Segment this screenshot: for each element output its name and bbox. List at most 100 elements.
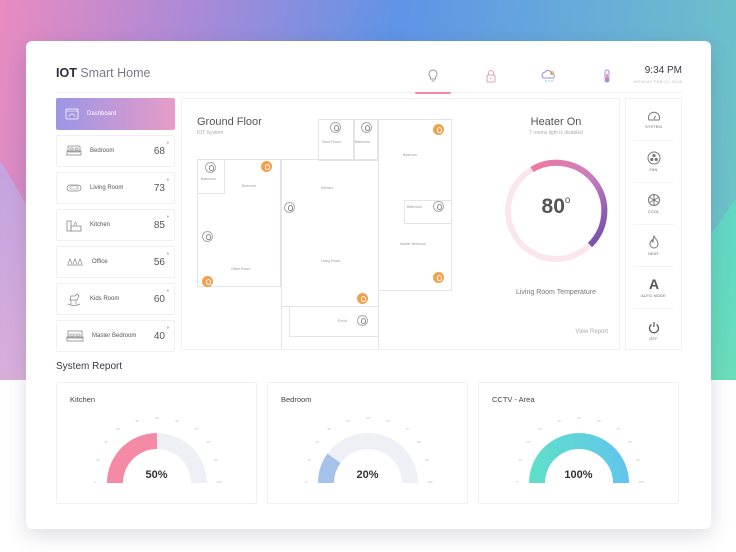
tab-weather[interactable] <box>520 59 578 93</box>
svg-text:90: 90 <box>214 458 218 462</box>
snowflake-icon <box>647 194 660 206</box>
gauge-bedroom: 0 10 20 30 40 50 60 70 80 90 100 <box>305 416 433 484</box>
thermometer-icon <box>604 69 610 83</box>
room-temperature: 85 ° <box>153 215 169 231</box>
gauge-card-cctv[interactable]: CCTV - Area 0 10 20 30 40 50 60 70 80 90 100 100% <box>478 382 679 504</box>
room-temperature: 40 ° <box>153 326 169 342</box>
gauge-card-kitchen[interactable]: Kitchen 0 10 20 30 40 50 60 70 80 90 100 50% <box>56 382 257 504</box>
light-bathroom[interactable] <box>205 162 216 173</box>
svg-text:30: 30 <box>116 427 120 431</box>
system-report-title: System Report <box>56 361 123 372</box>
bed-icon <box>66 145 82 156</box>
mode-auto[interactable]: A AUTO MODE <box>633 267 674 309</box>
svg-text:50: 50 <box>155 416 159 420</box>
light-office-hall[interactable] <box>202 231 213 242</box>
auto-mode-icon: A <box>648 277 658 291</box>
kitchen-icon <box>66 220 82 232</box>
svg-text:40: 40 <box>135 419 139 423</box>
floor-subtitle: IOT System <box>197 130 224 136</box>
svg-text:90: 90 <box>425 458 429 462</box>
view-report-link[interactable]: View Report <box>575 329 608 335</box>
sidebar-item-kitchen[interactable]: Kitchen 85 ° <box>56 209 175 241</box>
svg-text:10: 10 <box>307 458 311 462</box>
tab-lights[interactable] <box>404 59 462 94</box>
mode-off[interactable]: OFF <box>633 309 674 351</box>
svg-text:20: 20 <box>315 440 319 444</box>
dial-caption: Living Room Temperature <box>515 289 597 296</box>
clock-time: 9:34 PM <box>644 65 682 76</box>
floor-plan: Bathroom Bedroom Store Room Bathroom Bed… <box>197 119 452 349</box>
svg-text:100: 100 <box>638 480 643 484</box>
svg-text:80: 80 <box>628 440 632 444</box>
light-store-room[interactable] <box>330 122 341 133</box>
sidebar-item-dashboard[interactable]: Dashboard <box>56 98 175 130</box>
mode-system[interactable]: SYSTEM <box>633 99 674 141</box>
dashboard-icon <box>65 108 79 120</box>
gauge-percent: 20% <box>356 469 379 481</box>
svg-text:40: 40 <box>557 419 561 423</box>
light-kitchen[interactable] <box>284 202 295 213</box>
mode-fan[interactable]: FAN <box>633 141 674 183</box>
light-porch[interactable] <box>357 315 368 326</box>
tab-temperature[interactable] <box>578 59 636 93</box>
flame-icon <box>648 235 659 249</box>
sidebar-item-living-room[interactable]: Living Room 73 ° <box>56 172 175 204</box>
floor-panel: Ground Floor IOT System Bathroom Bedroom… <box>181 98 620 350</box>
room-temperature: 60 ° <box>153 289 169 305</box>
light-office-room[interactable] <box>202 276 213 287</box>
clock: 9:34 PM MONDAY FEB 12, 2018 <box>634 65 682 84</box>
mode-cool[interactable]: COOL <box>633 183 674 225</box>
top-tabs <box>404 59 636 94</box>
lightbulb-icon <box>428 69 438 82</box>
light-bedroom-2[interactable] <box>433 124 444 135</box>
svg-text:70: 70 <box>405 427 409 431</box>
svg-text:0: 0 <box>305 480 307 484</box>
light-living-room[interactable] <box>357 293 368 304</box>
svg-text:60: 60 <box>175 419 179 423</box>
light-bathroom-3[interactable] <box>433 201 444 212</box>
temperature-value: 80o <box>541 195 571 218</box>
gauge-card-bedroom[interactable]: Bedroom 0 10 20 30 40 50 60 70 80 90 100 20% <box>267 382 468 504</box>
light-bathroom-2[interactable] <box>361 122 372 133</box>
office-icon <box>67 258 83 266</box>
svg-text:0: 0 <box>516 480 518 484</box>
svg-text:20: 20 <box>104 440 108 444</box>
svg-text:100: 100 <box>427 480 432 484</box>
temperature-dial[interactable]: 80o <box>492 157 620 267</box>
svg-text:0: 0 <box>94 480 96 484</box>
speedometer-icon <box>647 111 660 121</box>
room-sidebar: Dashboard Bedroom 68 ° Living Room 73 ° Ki… <box>56 98 175 357</box>
weather-icon <box>541 70 555 82</box>
svg-text:20: 20 <box>526 440 530 444</box>
svg-text:90: 90 <box>636 458 640 462</box>
app-title: IOT Smart Home <box>56 66 151 80</box>
gauge-cctv: 0 10 20 30 40 50 60 70 80 90 100 <box>516 416 644 484</box>
svg-text:60: 60 <box>386 419 390 423</box>
gauge-kitchen: 0 10 20 30 40 50 60 70 80 90 100 <box>94 416 222 484</box>
fan-icon <box>647 151 660 165</box>
master-bed-icon <box>66 330 84 341</box>
svg-text:10: 10 <box>518 458 522 462</box>
svg-text:50: 50 <box>366 416 370 420</box>
sidebar-item-kids-room[interactable]: Kids Room 60 ° <box>56 283 175 315</box>
light-master-bedroom[interactable] <box>433 272 444 283</box>
sidebar-item-master-bedroom[interactable]: Master Bedroom 40 ° <box>56 320 175 352</box>
heater-subtitle: 7 rooms light is disabled <box>529 130 583 136</box>
svg-text:50: 50 <box>577 416 581 420</box>
svg-text:30: 30 <box>327 427 331 431</box>
svg-text:70: 70 <box>194 427 198 431</box>
svg-text:10: 10 <box>96 458 100 462</box>
tab-security[interactable] <box>462 59 520 93</box>
sidebar-item-office[interactable]: Office 56 ° <box>56 246 175 278</box>
mode-heat[interactable]: HEAT <box>633 225 674 267</box>
room-temperature: 68 ° <box>153 141 169 157</box>
floor-title: Ground Floor <box>197 116 262 128</box>
light-bedroom[interactable] <box>261 161 272 172</box>
svg-text:40: 40 <box>346 419 350 423</box>
svg-text:80: 80 <box>206 440 210 444</box>
svg-text:100: 100 <box>216 480 221 484</box>
sidebar-item-bedroom[interactable]: Bedroom 68 ° <box>56 135 175 167</box>
sofa-icon <box>66 184 82 192</box>
room-temperature: 56 ° <box>153 252 169 268</box>
gauge-percent: 50% <box>145 469 168 481</box>
